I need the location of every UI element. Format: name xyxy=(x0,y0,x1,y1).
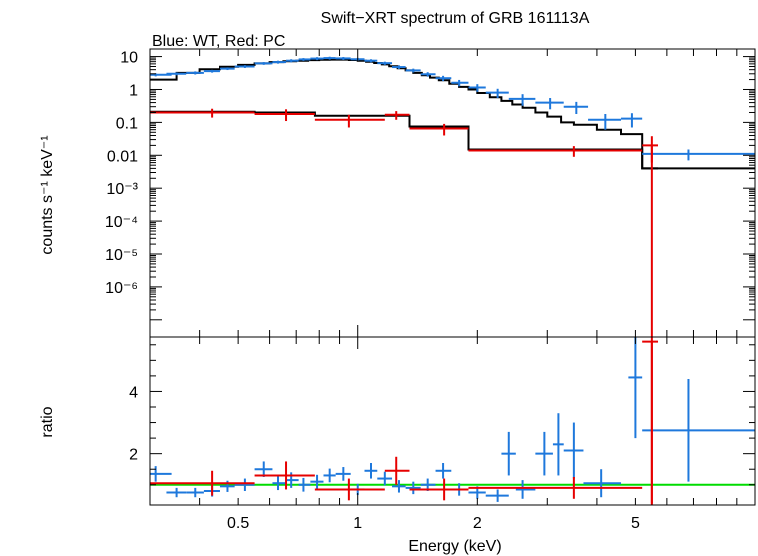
ratio-y-tick-label: 2 xyxy=(129,447,138,464)
ratio-plot-area xyxy=(150,337,755,505)
model-wt-step-line xyxy=(150,58,755,170)
spectrum-y-tick-label: 10⁻³ xyxy=(106,181,138,198)
model-pc-step-line xyxy=(150,110,658,170)
x-tick-label: 2 xyxy=(473,515,482,532)
spectrum-y-tick-label: 0.01 xyxy=(107,148,138,165)
x-tick-label: 5 xyxy=(631,515,640,532)
ratio-panel: 0.5 1 2 5 2 4 xyxy=(129,336,756,532)
chart-title: Swift−XRT spectrum of GRB 161113A xyxy=(321,10,590,27)
spectrum-panel: 10 1 0.1 0.01 10⁻³ 10⁻⁴ 10⁻⁵ 10⁻⁶ xyxy=(105,48,756,338)
x-tick-label: 1 xyxy=(353,515,362,532)
x-axis-label: Energy (keV) xyxy=(408,538,501,555)
spectrum-frame xyxy=(149,48,756,338)
spectrum-plot-area xyxy=(150,56,755,337)
spectrum-y-tick-label: 0.1 xyxy=(116,115,138,132)
chart-subtitle: Blue: WT, Red: PC xyxy=(152,33,285,50)
spectrum-y-tick-label: 10⁻⁶ xyxy=(105,280,138,297)
spectrum-y-tick-label: 10 xyxy=(120,50,138,67)
ratio-frame xyxy=(149,336,756,506)
spectrum-y-axis-label: counts s⁻¹ keV⁻¹ xyxy=(39,135,56,254)
spectrum-y-tick-label: 10⁻⁴ xyxy=(105,214,138,231)
x-tick-label: 0.5 xyxy=(227,515,249,532)
spectrum-y-tick-label: 10⁻⁵ xyxy=(105,247,138,264)
ratio-y-tick-label: 4 xyxy=(129,384,138,401)
ratio-y-axis-label: ratio xyxy=(39,406,56,437)
spectrum-y-tick-label: 1 xyxy=(129,82,138,99)
